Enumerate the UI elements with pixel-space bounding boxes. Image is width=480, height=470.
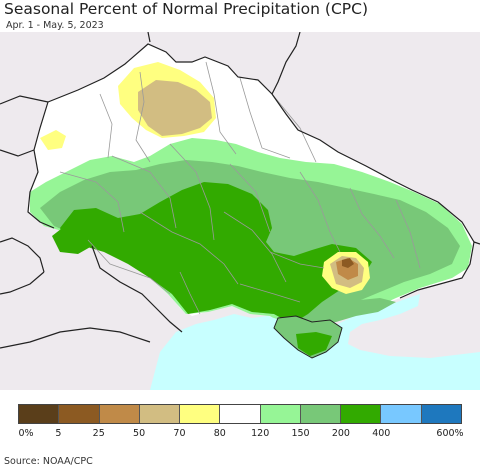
map-subtitle: Apr. 1 - May. 5, 2023 bbox=[6, 20, 104, 31]
legend-tick-label: 150 bbox=[291, 428, 310, 439]
legend-swatch bbox=[340, 405, 381, 423]
legend-tick-label: 70 bbox=[173, 428, 186, 439]
legend-swatch bbox=[219, 405, 260, 423]
legend-tick-label: 600% bbox=[436, 428, 464, 439]
legend-labels: 0% 5 25 50 70 80 120 150 200 400 600% bbox=[0, 428, 480, 442]
source-credit: Source: NOAA/CPC bbox=[4, 456, 93, 467]
zone-brown-east bbox=[342, 258, 354, 268]
legend-swatch bbox=[58, 405, 99, 423]
precipitation-map bbox=[0, 32, 480, 390]
oblast-borders bbox=[59, 61, 421, 315]
legend-tick-label: 80 bbox=[213, 428, 226, 439]
legend-swatch bbox=[420, 405, 461, 423]
legend-swatch bbox=[138, 405, 180, 423]
legend-swatch bbox=[299, 405, 341, 423]
legend-colorbar bbox=[18, 404, 462, 424]
crimea-outline bbox=[273, 315, 343, 359]
zone-dark-green bbox=[60, 182, 372, 324]
legend-tick-label: 50 bbox=[133, 428, 146, 439]
zone-dark-green-west bbox=[52, 222, 92, 254]
zone-yellow-west bbox=[40, 130, 66, 150]
legend-swatch bbox=[98, 405, 139, 423]
crimea-south bbox=[296, 332, 332, 356]
map-title: Seasonal Percent of Normal Precipitation… bbox=[4, 0, 369, 18]
legend-tick-label: 0% bbox=[18, 428, 34, 439]
legend-swatch bbox=[179, 405, 220, 423]
azov-coast bbox=[318, 298, 396, 324]
legend-tick-label: 200 bbox=[331, 428, 350, 439]
legend-tick-label: 120 bbox=[251, 428, 270, 439]
legend-swatch bbox=[19, 405, 59, 423]
legend-tick-label: 25 bbox=[92, 428, 105, 439]
legend-swatch bbox=[259, 405, 300, 423]
legend-swatch bbox=[380, 405, 421, 423]
legend-tick-label: 400 bbox=[372, 428, 391, 439]
country-borders bbox=[0, 32, 480, 349]
legend-tick-label: 5 bbox=[55, 428, 62, 439]
zone-tan-north bbox=[138, 80, 212, 136]
